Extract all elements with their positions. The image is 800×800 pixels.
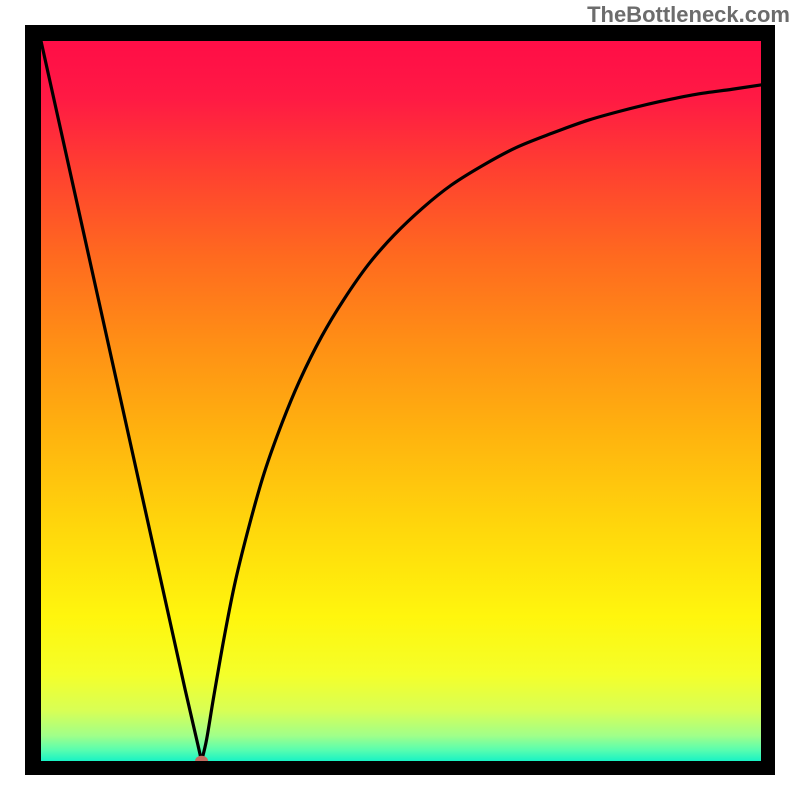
- frame-fill-bottom: [25, 761, 775, 775]
- frame-fill-left: [25, 25, 41, 775]
- chart-stage: TheBottleneck.com: [0, 0, 800, 800]
- plot-gradient: [41, 41, 761, 761]
- chart-svg: [0, 0, 800, 800]
- frame-fill-right: [761, 25, 775, 775]
- credit-label: TheBottleneck.com: [587, 2, 790, 28]
